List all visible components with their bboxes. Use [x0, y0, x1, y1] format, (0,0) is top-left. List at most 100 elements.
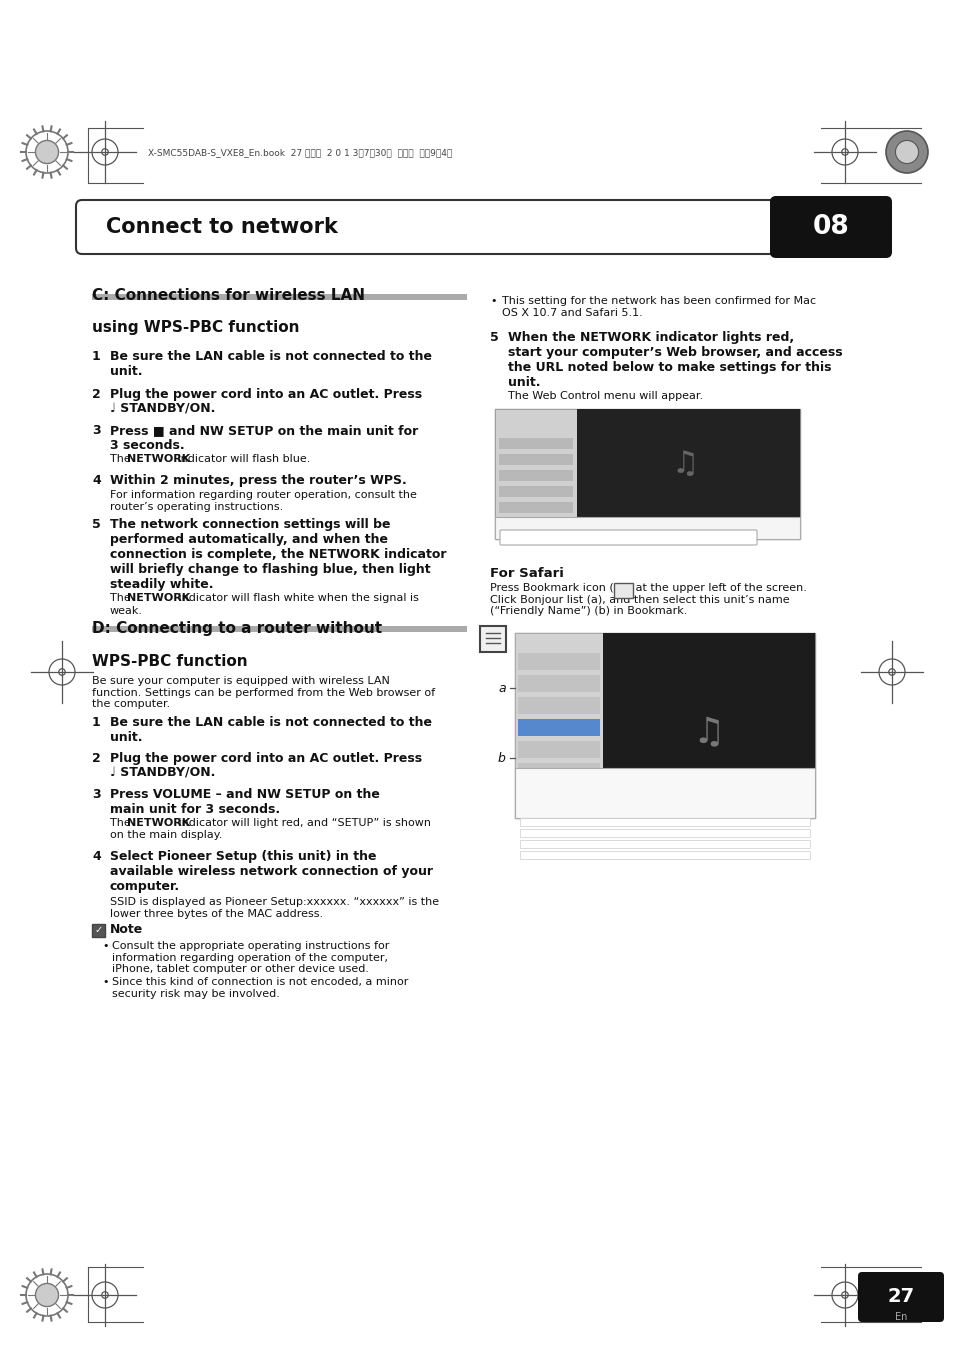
Text: The: The [110, 818, 134, 828]
Text: Be sure the LAN cable is not connected to the
unit.: Be sure the LAN cable is not connected t… [110, 716, 432, 744]
Text: The: The [110, 454, 134, 464]
Text: 1: 1 [91, 350, 101, 363]
Circle shape [35, 140, 58, 163]
Text: 3: 3 [91, 424, 100, 437]
FancyBboxPatch shape [498, 502, 573, 513]
Text: 08: 08 [812, 215, 848, 240]
Text: 1: 1 [91, 716, 101, 729]
Text: a: a [497, 682, 505, 694]
Text: Note: Note [110, 923, 143, 936]
Text: 4: 4 [91, 850, 101, 863]
Text: For information regarding router operation, consult the
router’s operating instr: For information regarding router operati… [110, 490, 416, 512]
Text: ♫: ♫ [692, 716, 724, 749]
FancyBboxPatch shape [517, 697, 599, 714]
Text: indicator will flash blue.: indicator will flash blue. [173, 454, 310, 464]
Text: indicator will light red, and “SETUP” is shown: indicator will light red, and “SETUP” is… [174, 818, 431, 828]
Text: Select Pioneer Setup (this unit) in the
available wireless network connection of: Select Pioneer Setup (this unit) in the … [110, 850, 433, 892]
Text: Consult the appropriate operating instructions for
information regarding operati: Consult the appropriate operating instru… [112, 941, 389, 975]
Text: 5: 5 [490, 331, 498, 344]
Text: Since this kind of connection is not encoded, a minor
security risk may be invol: Since this kind of connection is not enc… [112, 977, 408, 999]
Text: When the NETWORK indicator lights red,
start your computer’s Web browser, and ac: When the NETWORK indicator lights red, s… [507, 331, 841, 389]
Circle shape [895, 1284, 918, 1307]
Text: Press VOLUME – and NW SETUP on the
main unit for 3 seconds.: Press VOLUME – and NW SETUP on the main … [110, 788, 379, 815]
Text: b: b [497, 752, 505, 764]
Text: This setting for the network has been confirmed for Mac
OS X 10.7 and Safari 5.1: This setting for the network has been co… [501, 296, 815, 317]
FancyBboxPatch shape [515, 768, 814, 818]
FancyBboxPatch shape [495, 409, 800, 539]
Text: The network connection settings will be
performed automatically, and when the
co: The network connection settings will be … [110, 518, 446, 591]
FancyBboxPatch shape [602, 633, 814, 788]
FancyBboxPatch shape [517, 653, 599, 670]
FancyBboxPatch shape [499, 531, 757, 545]
Text: ✓: ✓ [94, 925, 103, 936]
Text: weak.: weak. [110, 606, 143, 616]
FancyBboxPatch shape [517, 675, 599, 693]
Text: Connect to network: Connect to network [106, 217, 337, 238]
Text: NETWORK: NETWORK [127, 454, 190, 464]
Text: X-SMC55DAB-S_VXE8_En.book  27 ページ  2 0 1 3年7月30日  火曜日  午前9晎4分: X-SMC55DAB-S_VXE8_En.book 27 ページ 2 0 1 3… [148, 148, 452, 158]
Text: Be sure your computer is equipped with wireless LAN
function. Settings can be pe: Be sure your computer is equipped with w… [91, 676, 435, 709]
FancyBboxPatch shape [515, 633, 602, 788]
Text: Plug the power cord into an AC outlet. Press
♩ STANDBY/ON.: Plug the power cord into an AC outlet. P… [110, 752, 421, 780]
Text: 5: 5 [91, 518, 101, 531]
Text: NETWORK: NETWORK [127, 593, 190, 603]
FancyBboxPatch shape [498, 470, 573, 481]
Text: 27: 27 [886, 1288, 914, 1307]
FancyBboxPatch shape [498, 486, 573, 497]
FancyBboxPatch shape [769, 196, 891, 258]
Text: indicator will flash white when the signal is: indicator will flash white when the sign… [174, 593, 418, 603]
Text: The Web Control menu will appear.: The Web Control menu will appear. [507, 392, 702, 401]
FancyBboxPatch shape [515, 788, 814, 802]
Text: •: • [490, 296, 496, 306]
Text: Plug the power cord into an AC outlet. Press
♩ STANDBY/ON.: Plug the power cord into an AC outlet. P… [110, 387, 421, 416]
Text: The: The [110, 593, 134, 603]
Text: SSID is displayed as Pioneer Setup:xxxxxx. “xxxxxx” is the
lower three bytes of : SSID is displayed as Pioneer Setup:xxxxx… [110, 896, 438, 918]
FancyBboxPatch shape [614, 583, 633, 598]
Text: 2: 2 [91, 387, 101, 401]
FancyBboxPatch shape [517, 763, 599, 780]
Text: Be sure the LAN cable is not connected to the
unit.: Be sure the LAN cable is not connected t… [110, 350, 432, 378]
FancyBboxPatch shape [543, 788, 785, 802]
Text: •: • [102, 941, 109, 950]
Text: Press Bookmark icon (    ) at the upper left of the screen.
Click Bonjour list (: Press Bookmark icon ( ) at the upper lef… [490, 583, 806, 616]
FancyBboxPatch shape [91, 294, 467, 300]
Text: C: Connections for wireless LAN: C: Connections for wireless LAN [91, 288, 365, 302]
Text: •: • [102, 977, 109, 987]
Circle shape [35, 1284, 58, 1307]
Text: En: En [894, 1312, 906, 1322]
Text: 4: 4 [91, 474, 101, 487]
Circle shape [885, 1274, 927, 1316]
Text: For Safari: For Safari [490, 567, 563, 580]
FancyBboxPatch shape [91, 626, 467, 632]
FancyBboxPatch shape [519, 840, 809, 848]
Circle shape [885, 131, 927, 173]
FancyBboxPatch shape [517, 720, 599, 736]
FancyBboxPatch shape [857, 1272, 943, 1322]
FancyBboxPatch shape [515, 802, 814, 818]
FancyBboxPatch shape [76, 200, 780, 254]
FancyBboxPatch shape [519, 829, 809, 837]
Text: 2: 2 [91, 752, 101, 765]
Text: Press ■ and NW SETUP on the main unit for
3 seconds.: Press ■ and NW SETUP on the main unit fo… [110, 424, 417, 452]
Text: WPS-PBC function: WPS-PBC function [91, 653, 248, 670]
FancyBboxPatch shape [515, 633, 814, 818]
Text: ♫: ♫ [671, 451, 698, 479]
FancyBboxPatch shape [479, 626, 505, 652]
Text: NETWORK: NETWORK [127, 818, 190, 828]
Circle shape [895, 140, 918, 163]
FancyBboxPatch shape [498, 437, 573, 450]
FancyBboxPatch shape [519, 850, 809, 859]
FancyBboxPatch shape [517, 741, 599, 757]
Text: using WPS-PBC function: using WPS-PBC function [91, 320, 299, 335]
FancyBboxPatch shape [495, 517, 800, 539]
Text: Within 2 minutes, press the router’s WPS.: Within 2 minutes, press the router’s WPS… [110, 474, 406, 487]
Text: 3: 3 [91, 788, 100, 801]
Text: D: Connecting to a router without: D: Connecting to a router without [91, 621, 382, 636]
FancyBboxPatch shape [495, 409, 577, 521]
FancyBboxPatch shape [498, 454, 573, 464]
FancyBboxPatch shape [91, 923, 105, 937]
FancyBboxPatch shape [495, 521, 800, 539]
FancyBboxPatch shape [519, 818, 809, 826]
FancyBboxPatch shape [577, 409, 800, 521]
Text: on the main display.: on the main display. [110, 830, 222, 840]
